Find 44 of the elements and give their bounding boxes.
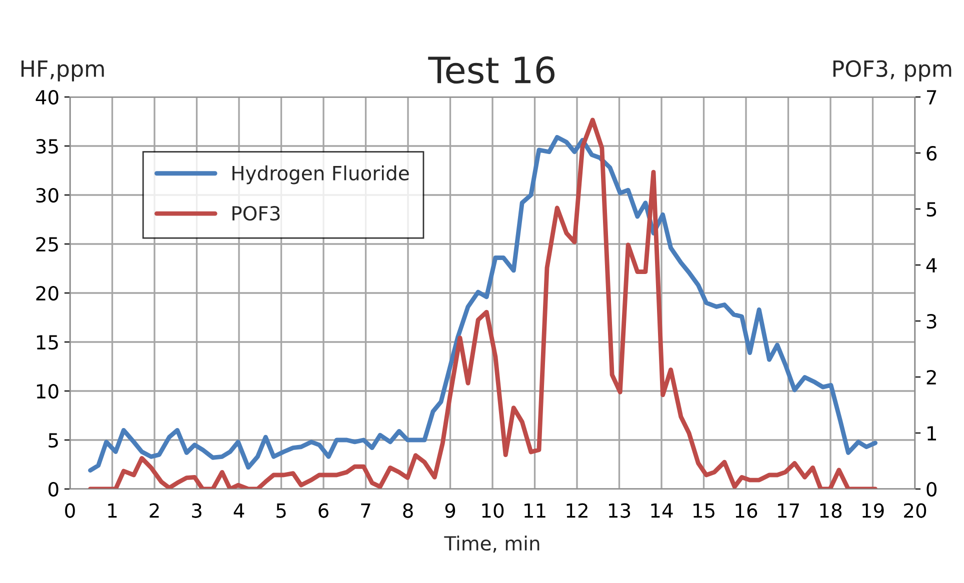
y2-tick-label: 3	[926, 314, 936, 329]
y2-tick-label: 6	[926, 146, 937, 161]
x-tick-label: 17	[778, 503, 799, 518]
x-tick-label: 10	[482, 503, 504, 518]
y2-tick-label: 0	[926, 482, 936, 497]
x-tick-label: 15	[694, 503, 714, 518]
x-tick-label: 1	[108, 503, 117, 518]
x-tick-label: 8	[403, 503, 413, 518]
x-tick-label: 6	[318, 503, 328, 518]
chart-title: Test 16	[428, 56, 554, 84]
y2-tick-label: 4	[926, 258, 937, 272]
x-tick-label: 16	[736, 503, 758, 518]
legend-label: Hydrogen Fluoride	[232, 165, 409, 184]
x-tick-label: 20	[904, 503, 926, 518]
x-tick-label: 5	[276, 503, 286, 518]
y2-tick-label: 2	[926, 370, 936, 384]
y-tick-label: 25	[36, 236, 58, 252]
x-tick-label: 3	[192, 503, 202, 518]
y2-axis-title: POF3, ppm	[833, 60, 952, 82]
x-tick-label: 13	[609, 503, 630, 518]
y2-tick-label: 7	[927, 90, 936, 104]
x-tick-label: 0	[65, 503, 75, 518]
x-tick-label: 4	[234, 503, 244, 518]
y-tick-label: 15	[36, 335, 58, 350]
x-tick-label: 14	[651, 503, 673, 518]
y-tick-label: 0	[48, 482, 58, 497]
y2-tick-label: 5	[926, 202, 936, 217]
x-tick-label: 18	[820, 503, 842, 518]
x-tick-label: 11	[524, 503, 546, 518]
y2-tick-label: 1	[928, 426, 936, 440]
legend-label: POF3	[232, 206, 280, 221]
y-tick-label: 10	[36, 384, 58, 399]
x-tick-label: 7	[361, 503, 370, 518]
x-tick-label: 19	[862, 503, 884, 518]
y-tick-label: 30	[36, 188, 58, 203]
x-tick-label: 2	[150, 503, 159, 518]
x-axis-title: Time, min	[444, 536, 540, 553]
x-tick-label: 12	[566, 503, 588, 518]
y-tick-label: 5	[48, 433, 58, 448]
y-tick-label: 35	[36, 138, 58, 154]
y-tick-label: 20	[36, 286, 58, 301]
y-axis-title: HF,ppm	[21, 60, 104, 82]
y-tick-label: 40	[36, 90, 58, 105]
x-tick-label: 9	[445, 503, 456, 518]
